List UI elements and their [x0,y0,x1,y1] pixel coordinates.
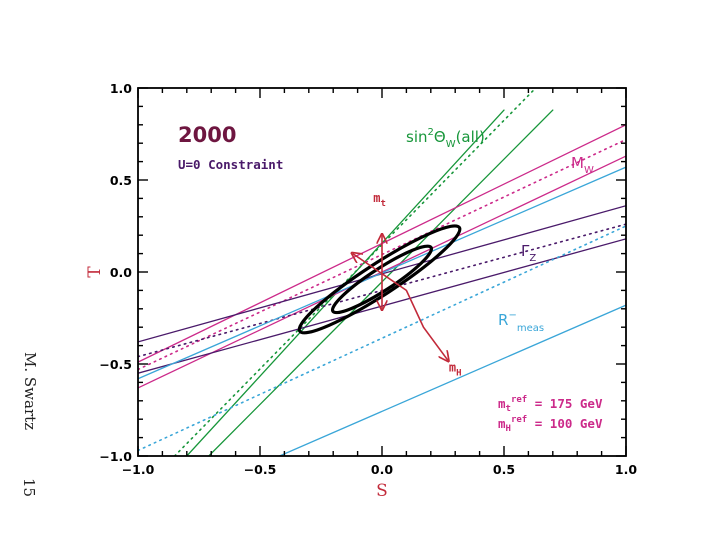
y-tick-label: 0.5 [110,173,132,188]
rmeas-label-main: R [498,311,508,329]
arrow-t-label: mt [373,191,386,209]
y-tick-label: −1.0 [99,449,132,464]
rmeas-label-sup: − [508,310,516,321]
sin2w-label-tail: (all) [456,128,485,146]
reference-sub: t [506,404,511,414]
author-side-label: M. Swartz [21,352,39,430]
y-tick-label: −0.5 [99,357,132,372]
y-tick-label: 0.0 [110,265,132,280]
y-axis-title: T [85,266,105,278]
arrow-label-sym: m [449,360,456,374]
reference-sub: H [506,424,511,434]
x-tick-label: 0.0 [371,462,393,477]
arrow-label-sub: H [456,368,461,378]
sin2w-label-sup: 2 [428,127,434,138]
sin2w-label-main: sin [406,128,428,146]
arrow-H-path [353,254,448,361]
x-tick-label: −1.0 [122,462,155,477]
rmeas-label-sub: meas [517,323,544,334]
rmeas-center-line [138,225,626,452]
x-tick-label: −0.5 [244,462,277,477]
rmeas-label: R−meas [498,310,544,334]
constraint-label: U=0 Constraint [178,157,283,172]
reference-value: = 175 GeV [527,396,603,411]
ellipse-outer-contour [297,224,462,335]
reference-value: = 100 GeV [527,416,603,431]
reference-sup: ref [511,395,527,405]
x-tick-label: 0.5 [493,462,515,477]
arrow-label-sym: m [373,191,380,205]
sin2w-label: sin2ΘW(all) [406,127,485,150]
reference-H: mHref = 100 GeV [498,415,603,434]
x-tick-label: 1.0 [615,462,637,477]
page-number: 15 [20,478,38,497]
y-tick-label: 1.0 [110,81,132,96]
mw-label: MW [571,154,594,176]
reference-sym: m [498,416,506,431]
mw-label-main: M [571,154,584,172]
gz-label-sub: Z [529,253,536,264]
rmeas-band-edge-lower [278,304,626,456]
gz-label: ΓZ [521,242,536,264]
reference-t: mtref = 175 GeV [498,395,603,414]
x-axis-title: S [376,481,388,501]
reference-sup: ref [511,415,527,425]
reference-sym: m [498,396,506,411]
arrow-H-label: mH [449,360,462,378]
sin2w-label-theta: Θ [434,128,446,146]
sin2w-label-sub: W [446,139,456,150]
mw-label-sub: W [584,165,594,176]
arrow-label-sub: t [380,199,385,209]
gz-label-main: Γ [521,242,530,260]
year-label: 2000 [178,123,236,147]
